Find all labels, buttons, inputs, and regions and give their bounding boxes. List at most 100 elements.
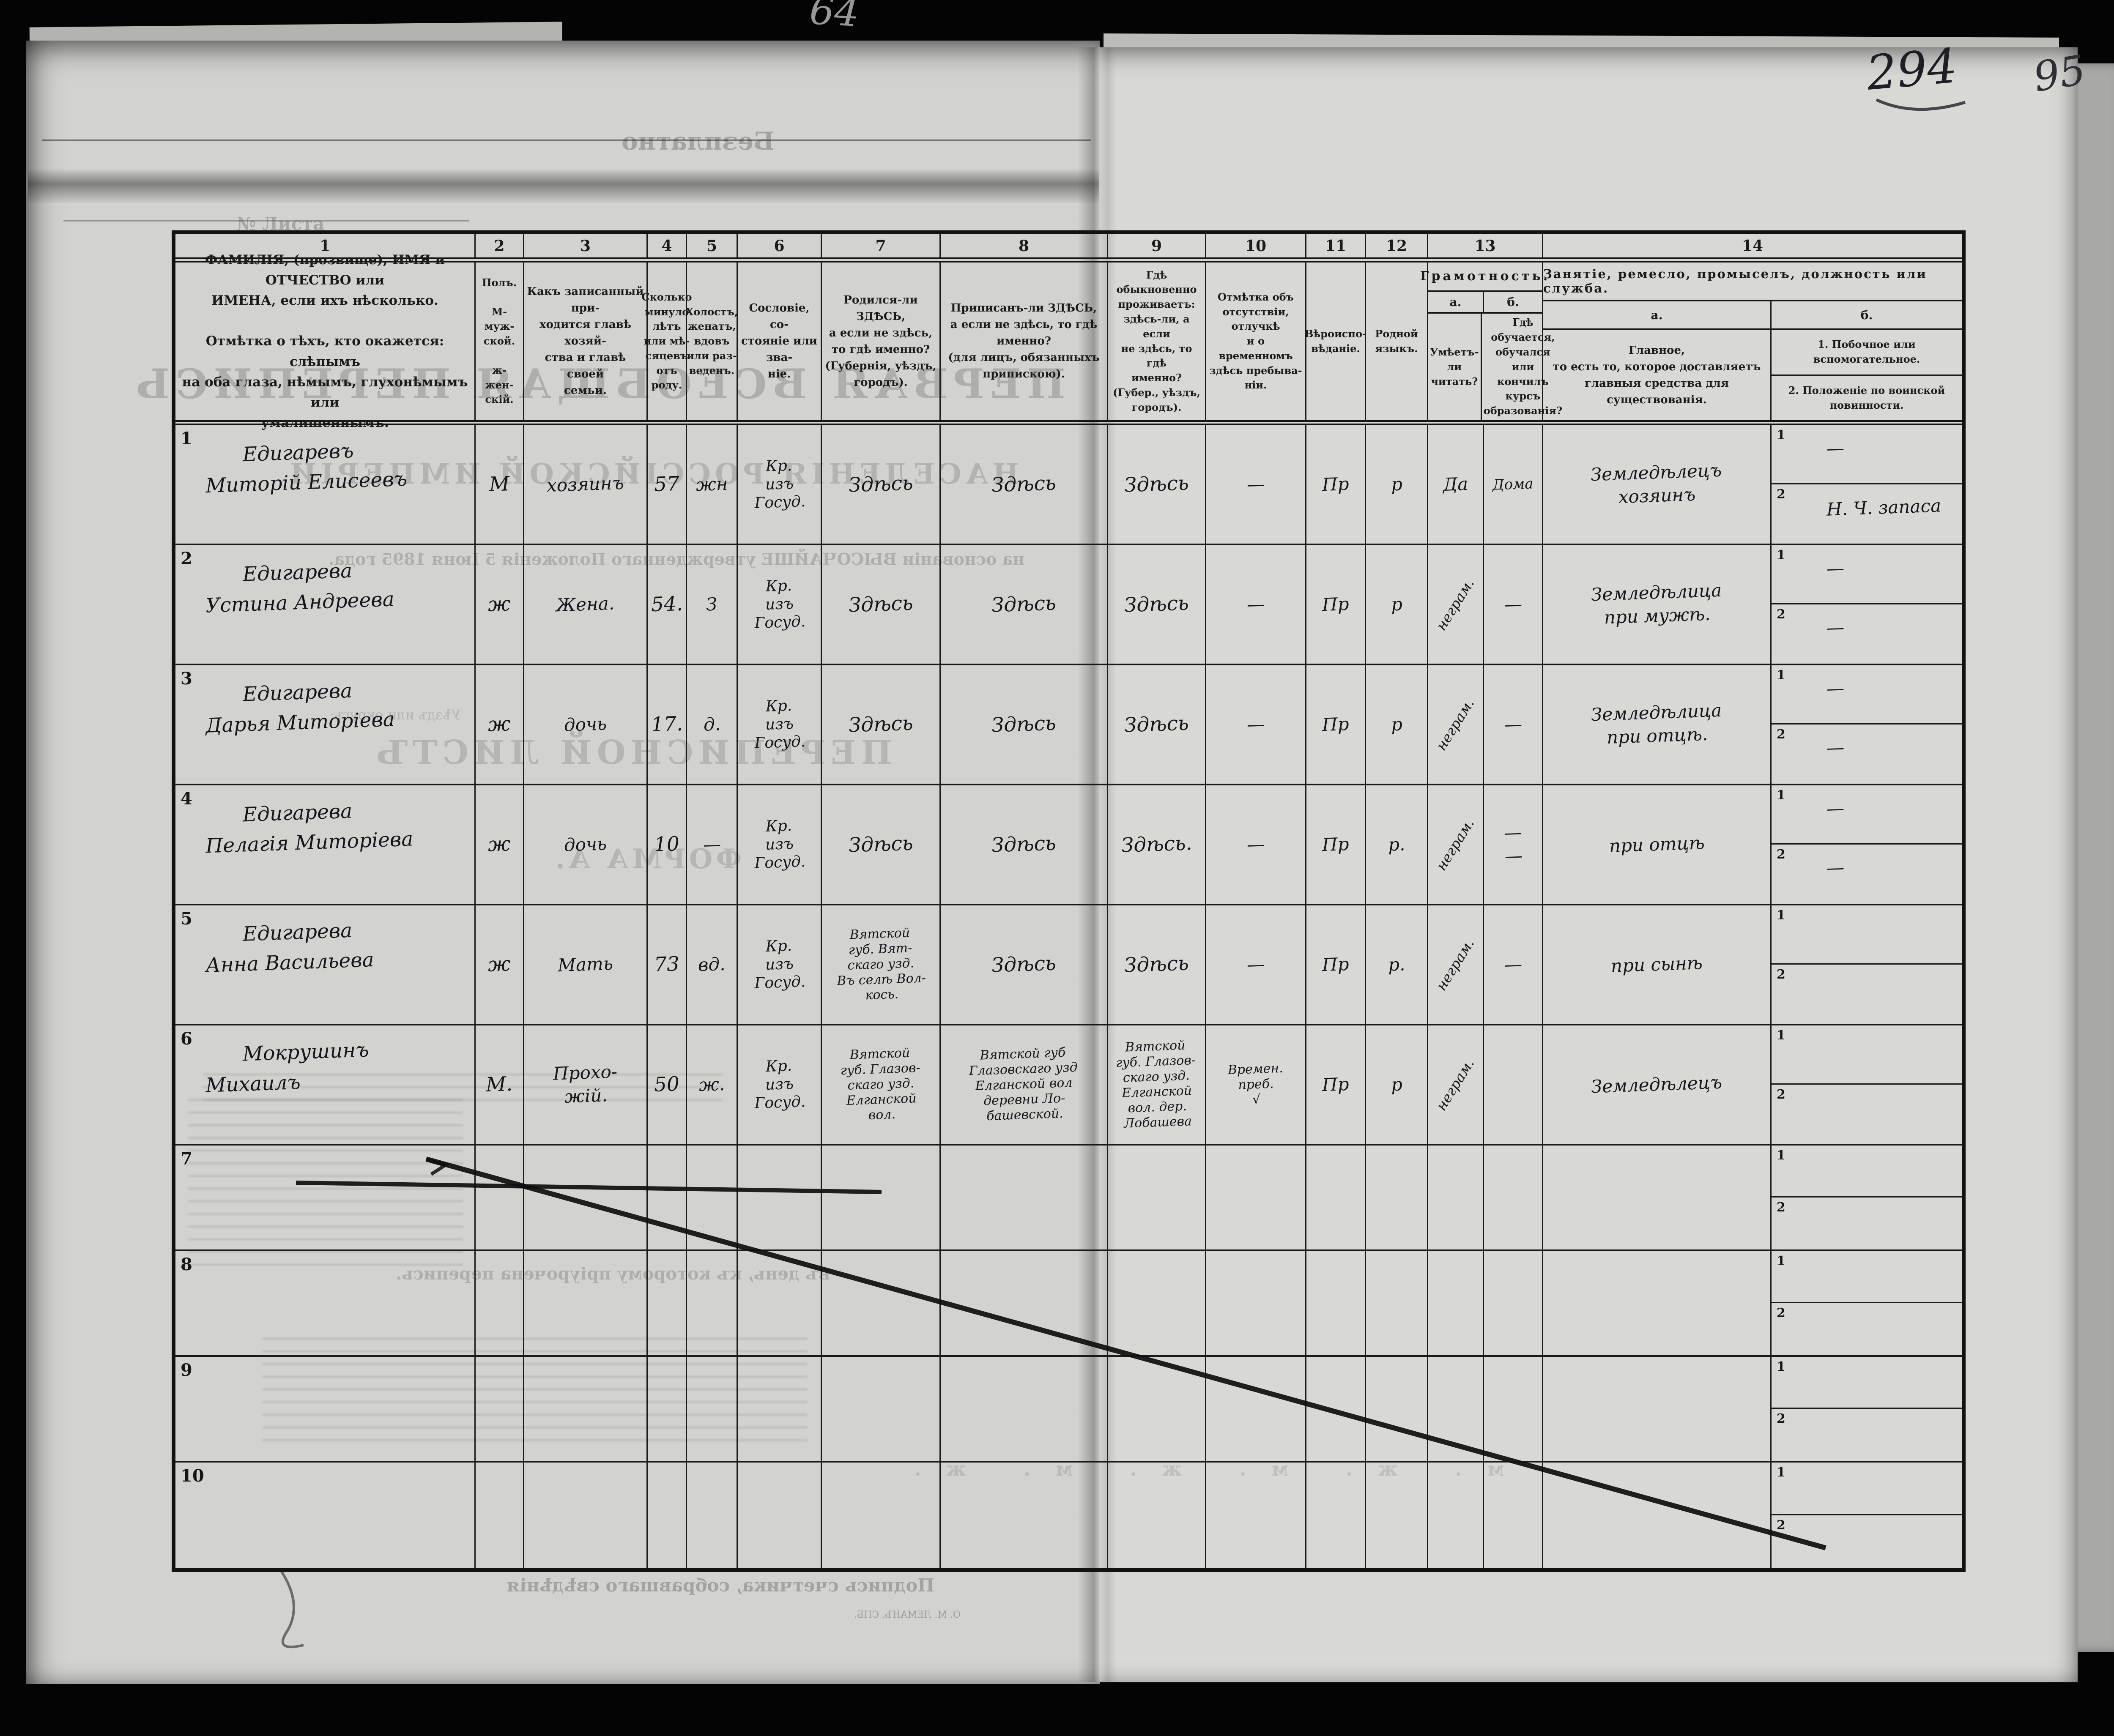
row-2-school: — — [1484, 545, 1543, 665]
row-8-name-cell: 8 — [175, 1251, 476, 1357]
person-name: Едигарева Пелагія Миторіева — [205, 799, 414, 858]
side-occupation-cell: 1 — [1772, 1145, 1962, 1197]
resides-value: Здѣсь — [1124, 951, 1189, 978]
row-2-marital: З — [687, 545, 738, 665]
row-8-literacy — [1428, 1251, 1484, 1357]
row-6-literacy: неграм. — [1428, 1025, 1484, 1145]
born-value: Здѣсь — [848, 591, 914, 618]
born-value: Здѣсь — [848, 711, 914, 738]
header-literacy-a-label: а. — [1428, 292, 1484, 312]
row-7-literacy — [1428, 1145, 1484, 1251]
row-4-age: 10 — [648, 785, 687, 905]
military-status-cell: 2 — [1772, 1197, 1962, 1249]
row-5-literacy: неграм. — [1428, 905, 1484, 1025]
row-4-relation: дочь — [524, 785, 648, 905]
row-number: 3 — [181, 669, 192, 689]
sub-label-1: 1 — [1777, 788, 1785, 803]
language-value: р — [1390, 593, 1403, 615]
language-value: р. — [1388, 954, 1405, 975]
side-occupation-cell: 1 — [1772, 1463, 1962, 1515]
row-8-registered — [941, 1251, 1108, 1357]
row-9-side-occupation: 1 2 — [1772, 1357, 1962, 1463]
row-number: 4 — [181, 789, 192, 809]
row-8-estate — [738, 1251, 822, 1357]
side-occupation-cell: 1 — [1772, 1357, 1962, 1409]
school-value: Дома — [1492, 475, 1534, 494]
row-5-registered: Здѣсь — [941, 905, 1108, 1025]
side-occupation-cell: 1 — [1772, 905, 1962, 965]
relation-value: Жена. — [556, 593, 615, 616]
row-1-born: Здѣсь — [822, 425, 941, 545]
absence-value: — — [1246, 953, 1265, 975]
row-2-religion: Пр — [1306, 545, 1366, 665]
military-status-cell: 2 — [1772, 1409, 1962, 1461]
age-value: 17. — [650, 712, 683, 737]
religion-value: Пр — [1322, 593, 1350, 615]
row-9-school — [1484, 1357, 1543, 1463]
row-9-occupation — [1543, 1357, 1772, 1463]
row-number: 1 — [181, 429, 192, 448]
row-10-registered — [941, 1463, 1108, 1568]
row-9-relation — [524, 1357, 648, 1463]
row-7-born — [822, 1145, 941, 1251]
row-9-sex — [476, 1357, 524, 1463]
row-3-absence: — — [1206, 665, 1306, 785]
bleed-through-paragraph — [203, 1074, 723, 1108]
resides-value: Здѣсь — [1124, 591, 1189, 618]
row-3-resides: Здѣсь — [1108, 665, 1206, 785]
folio-number-handwritten: 95 — [2030, 46, 2089, 101]
sex-value: М — [488, 472, 510, 497]
row-8-language — [1366, 1251, 1428, 1357]
row-3-age: 17. — [648, 665, 687, 785]
registered-value: Здѣсь — [991, 591, 1057, 618]
born-value: Вятской губ. Вят- скаго узд. Въ селѣ Вол… — [836, 925, 926, 1003]
row-7-age — [648, 1145, 687, 1251]
row-4-sex: ж — [476, 785, 524, 905]
row-number: 7 — [181, 1149, 192, 1169]
row-6-occupation: Земледѣлецъ — [1543, 1025, 1772, 1145]
language-value: р. — [1388, 834, 1405, 855]
occupation-value: Земледѣлецъ хозяинъ — [1590, 460, 1722, 508]
paper-edge-behind-right — [2078, 63, 2114, 1652]
row-number: 6 — [181, 1029, 192, 1049]
row-2-side-occupation: 1— 2— — [1772, 545, 1962, 665]
row-7-occupation — [1543, 1145, 1772, 1251]
col-number-9: 9 — [1108, 234, 1206, 257]
header-occupation-title: Занятіе, ремесло, промыселъ, должность и… — [1543, 262, 1962, 301]
registered-value: Здѣсь — [991, 951, 1057, 978]
literacy-value: неграм. — [1432, 695, 1478, 753]
ghost-bezplatno: Безплатно — [622, 127, 775, 156]
row-2-sex: ж — [476, 545, 524, 665]
row-8-resides — [1108, 1251, 1206, 1357]
resides-value: Вятской губ. Глазов- скаго узд. Елганско… — [1115, 1038, 1196, 1131]
sub-label-2: 2 — [1777, 1087, 1785, 1102]
side-occupation-cell: 1 — [1772, 1025, 1962, 1085]
row-4-occupation: при отцѣ — [1543, 785, 1772, 905]
person-name: Едигарева Устина Андреева — [205, 559, 395, 618]
row-7-language — [1366, 1145, 1428, 1251]
row-9-born — [822, 1357, 941, 1463]
military-status-cell: 2— — [1772, 845, 1962, 904]
row-3-school: — — [1484, 665, 1543, 785]
side-occupation-cell: 1 — [1772, 1251, 1962, 1303]
row-2-born: Здѣсь — [822, 545, 941, 665]
absence-value: — — [1246, 593, 1265, 615]
sub-label-1: 1 — [1777, 1359, 1785, 1374]
row-10-estate — [738, 1463, 822, 1568]
row-10-age — [648, 1463, 687, 1568]
marital-value: З — [706, 593, 718, 615]
row-9-marital — [687, 1357, 738, 1463]
row-3-literacy: неграм. — [1428, 665, 1484, 785]
row-4-absence: — — [1206, 785, 1306, 905]
row-5-side-occupation: 1 2 — [1772, 905, 1962, 1025]
military-status-cell: 2 — [1772, 1515, 1962, 1568]
registered-value: Здѣсь — [991, 471, 1057, 498]
row-4-language: р. — [1366, 785, 1428, 905]
row-9-language — [1366, 1357, 1428, 1463]
estate-value: Кр. изъ Госуд. — [754, 457, 806, 512]
header-marital-column: Холостъ, женатъ, вдовъ или раз- веденъ. — [686, 262, 738, 420]
row-7-relation — [524, 1145, 648, 1251]
header-registration-column: Приписанъ-ли ЗДѢСЬ, а если не здѣсь, то … — [941, 262, 1108, 420]
row-1-occupation: Земледѣлецъ хозяинъ — [1543, 425, 1772, 545]
row-10-literacy — [1428, 1463, 1484, 1568]
